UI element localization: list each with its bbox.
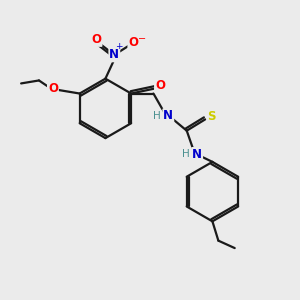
- Text: O: O: [128, 36, 138, 49]
- Text: H: H: [182, 149, 190, 160]
- Text: N: N: [192, 148, 202, 161]
- Text: +: +: [115, 42, 123, 51]
- Text: O: O: [155, 79, 165, 92]
- Text: S: S: [208, 110, 216, 123]
- Text: O: O: [48, 82, 58, 95]
- Text: O: O: [92, 33, 101, 46]
- Text: N: N: [163, 109, 173, 122]
- Text: H: H: [153, 111, 161, 121]
- Text: N: N: [109, 48, 119, 62]
- Text: −: −: [138, 34, 146, 44]
